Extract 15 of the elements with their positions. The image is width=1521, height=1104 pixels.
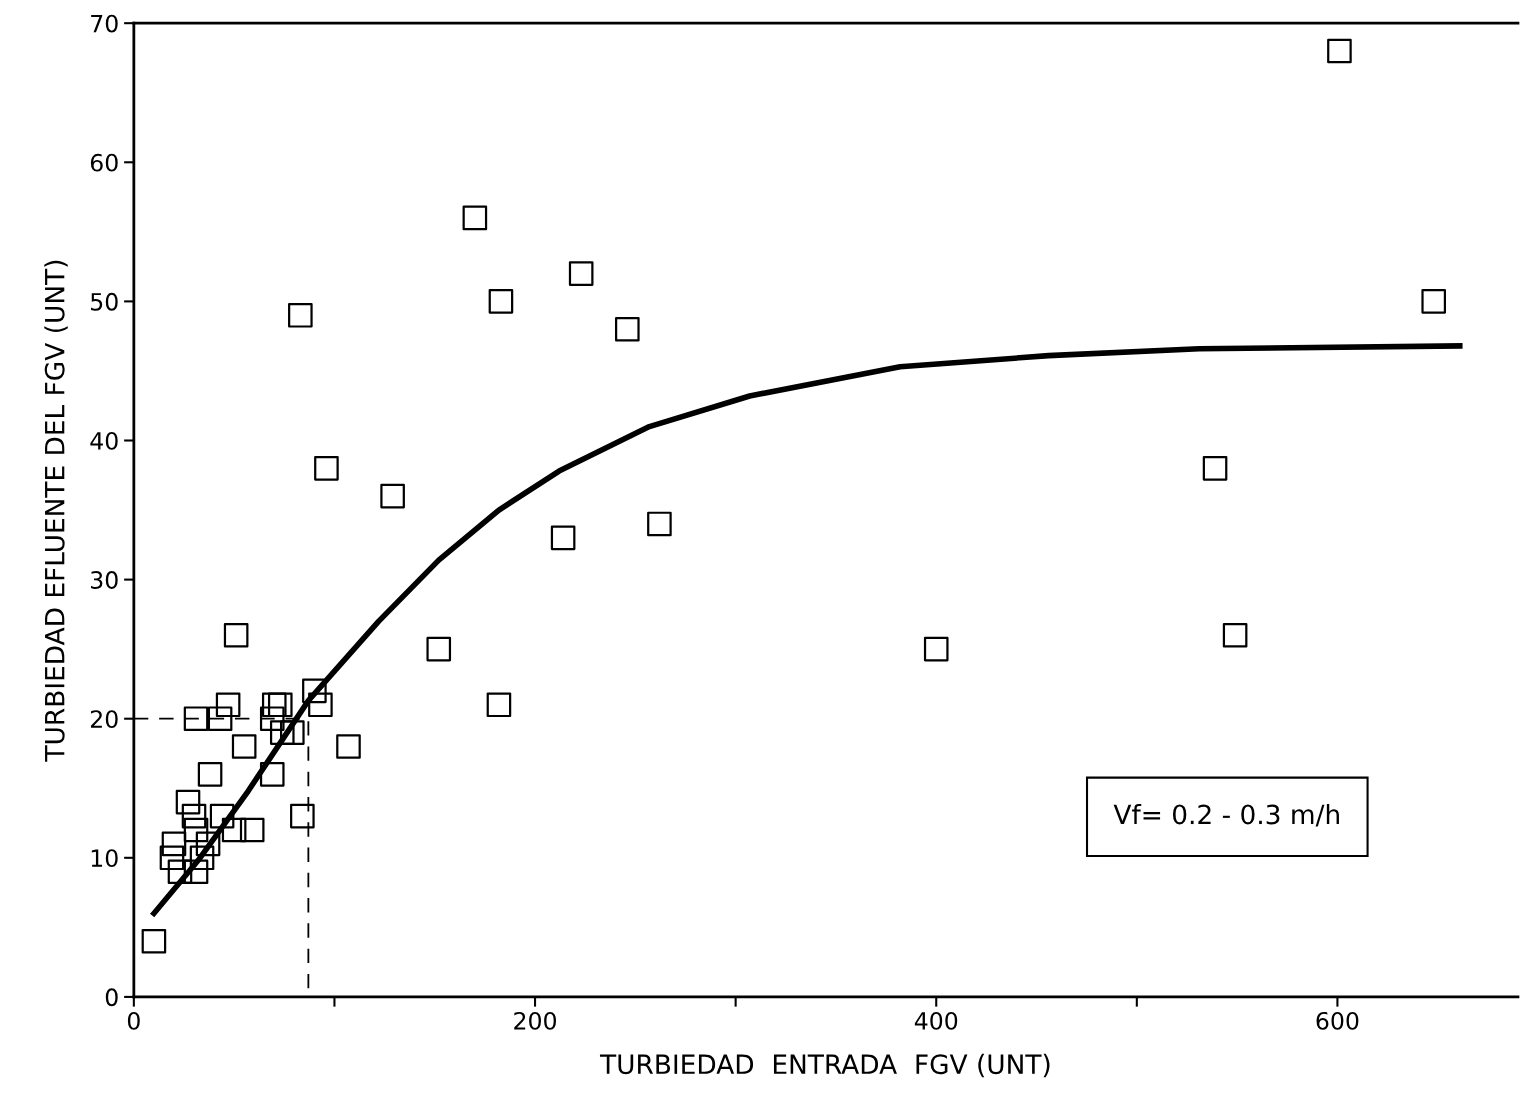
x-tick-label: 400: [914, 1011, 958, 1030]
x-axis-title: TURBIEDAD ENTRADA FGV (UNT): [599, 1053, 1050, 1078]
y-tick-label: 30: [91, 571, 118, 589]
y-tick-label: 10: [91, 849, 118, 868]
y-tick-label: 40: [90, 431, 118, 450]
y-axis-title: TURBIEDAD EFLUENTE DEL FGV (UNT): [44, 260, 68, 762]
y-tick-label: 70: [91, 14, 118, 33]
y-tick-label: 60: [90, 153, 118, 172]
y-tick-label: 20: [90, 710, 118, 729]
x-tick-label: 0: [127, 1011, 140, 1030]
y-tick-label: 0: [105, 988, 118, 1007]
x-tick-label: 600: [1316, 1011, 1359, 1030]
x-tick-label: 200: [514, 1011, 556, 1030]
y-tick-label: 50: [91, 292, 118, 311]
annotation: Vf= 0.2 - 0.3 m/h: [1113, 804, 1339, 827]
